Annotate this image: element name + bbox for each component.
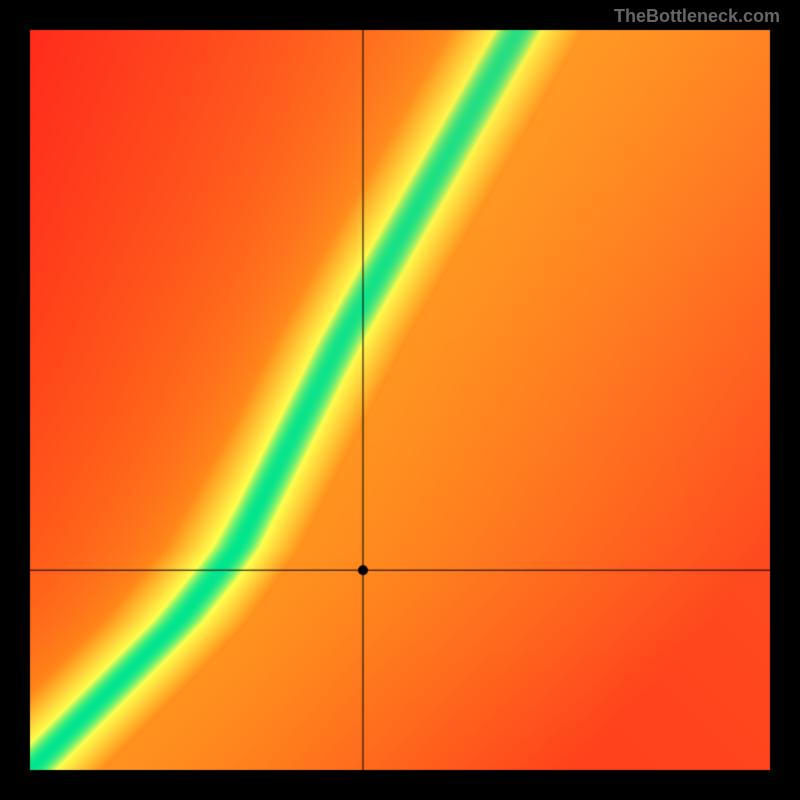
chart-container: TheBottleneck.com bbox=[0, 0, 800, 800]
heatmap-canvas bbox=[0, 0, 800, 800]
watermark: TheBottleneck.com bbox=[614, 6, 780, 27]
